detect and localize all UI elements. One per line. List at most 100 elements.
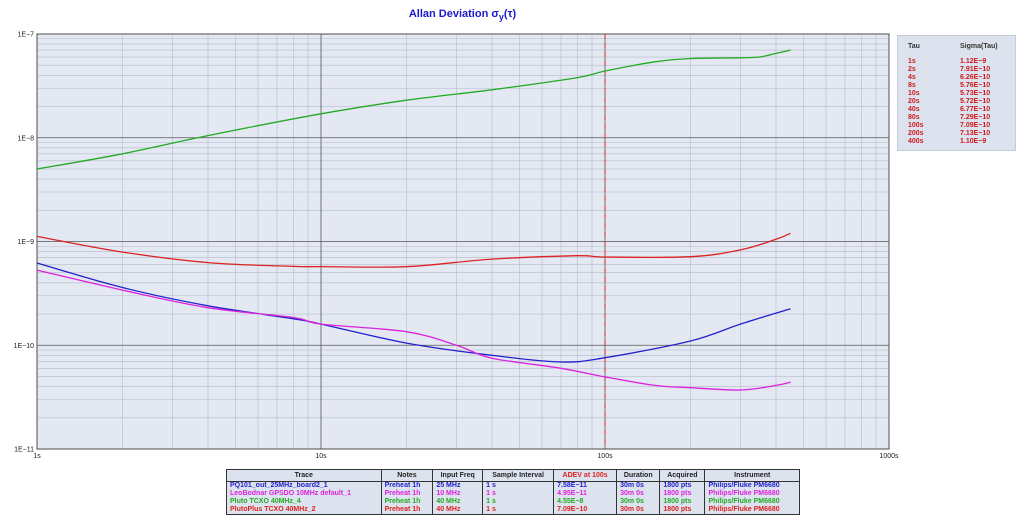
legend-cell-adev-100s: 4.95E−11 xyxy=(553,490,618,498)
tau-header: Tau xyxy=(908,43,920,50)
chart-title-main: Allan Deviation σ xyxy=(408,8,499,20)
tau-value: 80s xyxy=(908,114,920,121)
tau-value: 8s xyxy=(908,82,916,89)
legend-cell-trace: PlutoPlus TCXO 40MHz_2 xyxy=(226,506,382,515)
legend-header-sample-interval: Sample Interval xyxy=(482,469,555,482)
tau-row: 10s 5.73E−10 xyxy=(898,90,1015,98)
y-tick-label: 1E−11 xyxy=(14,447,34,454)
x-tick-label: 1s xyxy=(33,453,41,460)
tau-value: 1s xyxy=(908,58,916,65)
legend-row: LeoBodnar GPSDO 10MHz default_1 Preheat 1… xyxy=(226,490,800,498)
legend-cell-notes: Preheat 1h xyxy=(380,490,434,498)
tau-value: 40s xyxy=(908,106,920,113)
legend-cell-trace: LeoBodnar GPSDO 10MHz default_1 xyxy=(226,490,382,498)
tau-row: 40s 6.77E−10 xyxy=(898,106,1015,114)
sigma-value: 1.12E−9 xyxy=(960,58,987,65)
leobodnar-gpsdo-line xyxy=(36,269,791,391)
legend-header-acquired: Acquired xyxy=(659,469,706,482)
legend-cell-sample-interval: 1 s xyxy=(482,481,555,490)
legend-cell-sample-interval: 1 s xyxy=(482,490,555,498)
chart-title-tail: (τ) xyxy=(503,8,517,20)
sigma-value: 7.29E−10 xyxy=(960,114,991,121)
legend-cell-duration: 30m 0s xyxy=(616,490,661,498)
legend-header-adev-100s: ADEV at 100s xyxy=(553,469,618,482)
legend-cell-duration: 30m 0s xyxy=(616,506,661,515)
tau-row: 400s 1.10E−9 xyxy=(898,138,1015,146)
legend-cell-notes: Preheat 1h xyxy=(380,498,434,506)
pluto-tcxo-line xyxy=(36,49,791,170)
sigma-value: 6.77E−10 xyxy=(960,106,991,113)
chart-title: Allan Deviation σy(τ) xyxy=(0,8,925,22)
legend-cell-adev-100s: 7.58E−11 xyxy=(553,481,618,490)
tau-row: 2s 7.91E−10 xyxy=(898,66,1015,74)
sigma-header: Sigma(Tau) xyxy=(960,43,998,50)
sigma-value: 7.13E−10 xyxy=(960,130,991,137)
tau-value: 10s xyxy=(908,90,920,97)
x-tick-label: 100s xyxy=(597,453,613,460)
tau-value: 20s xyxy=(908,98,920,105)
legend-cell-duration: 30m 0s xyxy=(616,481,661,490)
legend-header-duration: Duration xyxy=(616,469,661,482)
chart-title-subscript: y xyxy=(498,12,504,23)
tau-row: 4s 6.26E−10 xyxy=(898,74,1015,82)
y-tick-label: 1E−7 xyxy=(17,32,34,39)
legend-row: PQ101_out_25MHz_board2_1 Preheat 1h 25 MHz… xyxy=(226,481,800,490)
sigma-value: 1.10E−9 xyxy=(960,138,987,145)
legend-cell-instrument: Philips/Fluke PM6680 xyxy=(704,490,800,498)
legend-cell-trace: Pluto TCXO 40MHz_4 xyxy=(226,498,382,506)
x-tick-label: 10s xyxy=(315,453,327,460)
y-tick-label: 1E−8 xyxy=(17,135,34,142)
tau-value: 200s xyxy=(908,130,924,137)
legend-cell-input-freq: 25 MHz xyxy=(432,481,484,490)
sigma-value: 5.72E−10 xyxy=(960,98,991,105)
legend-cell-instrument: Philips/Fluke PM6680 xyxy=(704,481,800,490)
tau-value: 400s xyxy=(908,138,924,145)
sigma-value: 7.91E−10 xyxy=(960,66,991,73)
legend-cell-sample-interval: 1 s xyxy=(482,506,555,515)
legend-row: PlutoPlus TCXO 40MHz_2 Preheat 1h 40 MHz 1 … xyxy=(226,506,800,515)
sigma-value: 7.09E−10 xyxy=(960,122,991,129)
legend-header-trace: Trace xyxy=(226,469,382,482)
sigma-value: 6.26E−10 xyxy=(960,74,991,81)
legend-cell-sample-interval: 1 s xyxy=(482,498,555,506)
tau-value: 2s xyxy=(908,66,916,73)
legend-cell-acquired: 1800 pts xyxy=(659,506,706,515)
tau-row: 80s 7.29E−10 xyxy=(898,114,1015,122)
tau-row: 20s 5.72E−10 xyxy=(898,98,1015,106)
legend-row: Pluto TCXO 40MHz_4 Preheat 1h 40 MHz 1 s 4.5… xyxy=(226,498,800,506)
legend-header-instrument: Instrument xyxy=(704,469,800,482)
tau-panel-header: Tau Sigma(Tau) xyxy=(898,36,1015,58)
tau-row: 8s 5.76E−10 xyxy=(898,82,1015,90)
legend-header-input-freq: Input Freq xyxy=(432,469,484,482)
legend-cell-adev-100s: 4.55E−8 xyxy=(553,498,618,506)
pq101-line xyxy=(36,262,791,363)
y-tick-label: 1E−10 xyxy=(14,343,35,350)
allan-deviation-plot: 1s 10s 100s 1000s 1E−11 1E−10 1E−9 1E−8 1E−7 xyxy=(14,32,899,461)
tau-row: 200s 7.13E−10 xyxy=(898,130,1015,138)
legend-cell-notes: Preheat 1h xyxy=(380,506,434,515)
tau-sigma-panel: Tau Sigma(Tau) 1s 1.12E−9 2s 7.91E−10 4s 6.26… xyxy=(897,35,1016,151)
y-tick-label: 1E−9 xyxy=(17,239,34,246)
legend-cell-instrument: Philips/Fluke PM6680 xyxy=(704,498,800,506)
legend-cell-input-freq: 10 MHz xyxy=(432,490,484,498)
legend-cell-trace: PQ101_out_25MHz_board2_1 xyxy=(226,481,382,490)
legend-cell-duration: 30m 0s xyxy=(616,498,661,506)
legend-cell-acquired: 1800 pts xyxy=(659,490,706,498)
legend-cell-acquired: 1800 pts xyxy=(659,481,706,490)
tau-value: 4s xyxy=(908,74,916,81)
sigma-value: 5.73E−10 xyxy=(960,90,991,97)
legend-header-notes: Notes xyxy=(380,469,434,482)
legend-cell-input-freq: 40 MHz xyxy=(432,498,484,506)
legend-cell-adev-100s: 7.09E−10 xyxy=(553,506,618,515)
legend-cell-acquired: 1800 pts xyxy=(659,498,706,506)
x-tick-label: 1000s xyxy=(879,453,899,460)
plutoplus-tcxo-line xyxy=(36,232,791,268)
tau-row: 100s 7.09E−10 xyxy=(898,122,1015,130)
trace-legend-table: Trace Notes Input Freq Sample Interval ADEV … xyxy=(226,469,800,515)
tau-value: 100s xyxy=(908,122,924,129)
legend-cell-instrument: Philips/Fluke PM6680 xyxy=(704,506,800,515)
legend-cell-input-freq: 40 MHz xyxy=(432,506,484,515)
tau-row: 1s 1.12E−9 xyxy=(898,58,1015,66)
sigma-value: 5.76E−10 xyxy=(960,82,991,89)
legend-cell-notes: Preheat 1h xyxy=(380,481,434,490)
